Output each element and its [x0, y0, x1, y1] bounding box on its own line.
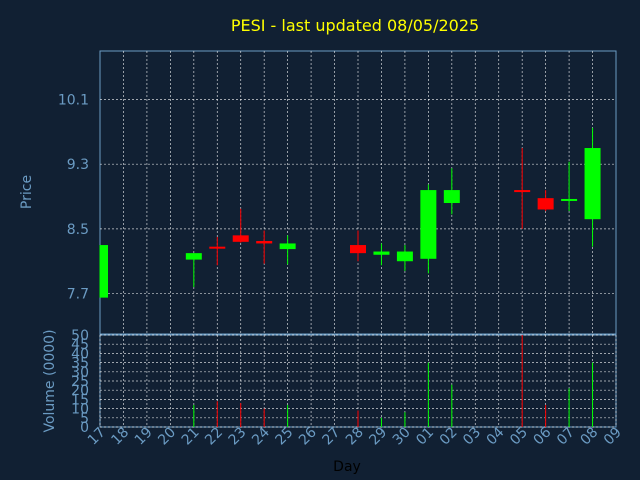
x-axis-label: Day — [333, 459, 361, 475]
candle-body — [584, 148, 601, 220]
volume-tick-label: 40 — [71, 346, 89, 362]
volume-tick-label: 10 — [71, 402, 89, 418]
candle-body — [256, 241, 273, 244]
candle-body — [100, 245, 108, 298]
chart-title: PESI - last updated 08/05/2025 — [231, 16, 479, 35]
price-axis-label: Price — [19, 175, 35, 209]
x-ticks: 17 18 19 20 21 22 23 24 25 26 27 28 29 30 01 02 03 04 05 06… — [85, 424, 625, 448]
price-tick-label: 9.3 — [67, 157, 89, 173]
price-tick-label: 10.1 — [58, 93, 89, 109]
price-y-ticks: 7.7 8.5 9.3 10.1 — [58, 93, 89, 303]
volume-bars — [193, 335, 594, 427]
candle-body — [209, 246, 226, 249]
candle-body — [420, 190, 437, 259]
candle-body — [561, 198, 578, 201]
price-tick-label: 7.7 — [67, 287, 89, 303]
candle-body — [185, 253, 202, 260]
volume-tick-label: 25 — [71, 374, 89, 390]
volume-tick-label: 45 — [71, 337, 89, 353]
volume-tick-label: 0 — [80, 420, 89, 436]
candle-body — [396, 251, 413, 262]
volume-tick-label: 30 — [71, 365, 89, 381]
candle-body — [232, 235, 249, 242]
candle-body — [514, 190, 531, 193]
volume-tick-label: 15 — [71, 392, 89, 408]
candles — [99, 127, 601, 298]
volume-tick-label: 50 — [71, 328, 89, 344]
candle-body — [350, 245, 366, 254]
price-tick-label: 8.5 — [67, 222, 89, 238]
candle-body — [537, 198, 554, 210]
price-panel: 7.7 8.5 9.3 10.1 Price — [19, 50, 617, 335]
candle-body — [443, 190, 460, 204]
volume-tick-label: 5 — [80, 411, 89, 427]
volume-tick-label: 35 — [71, 356, 89, 372]
volume-tick-label: 20 — [71, 383, 89, 399]
candle-body — [373, 251, 390, 255]
candle-body — [279, 243, 296, 250]
volume-axis-label: Volume (0000) — [42, 329, 58, 432]
